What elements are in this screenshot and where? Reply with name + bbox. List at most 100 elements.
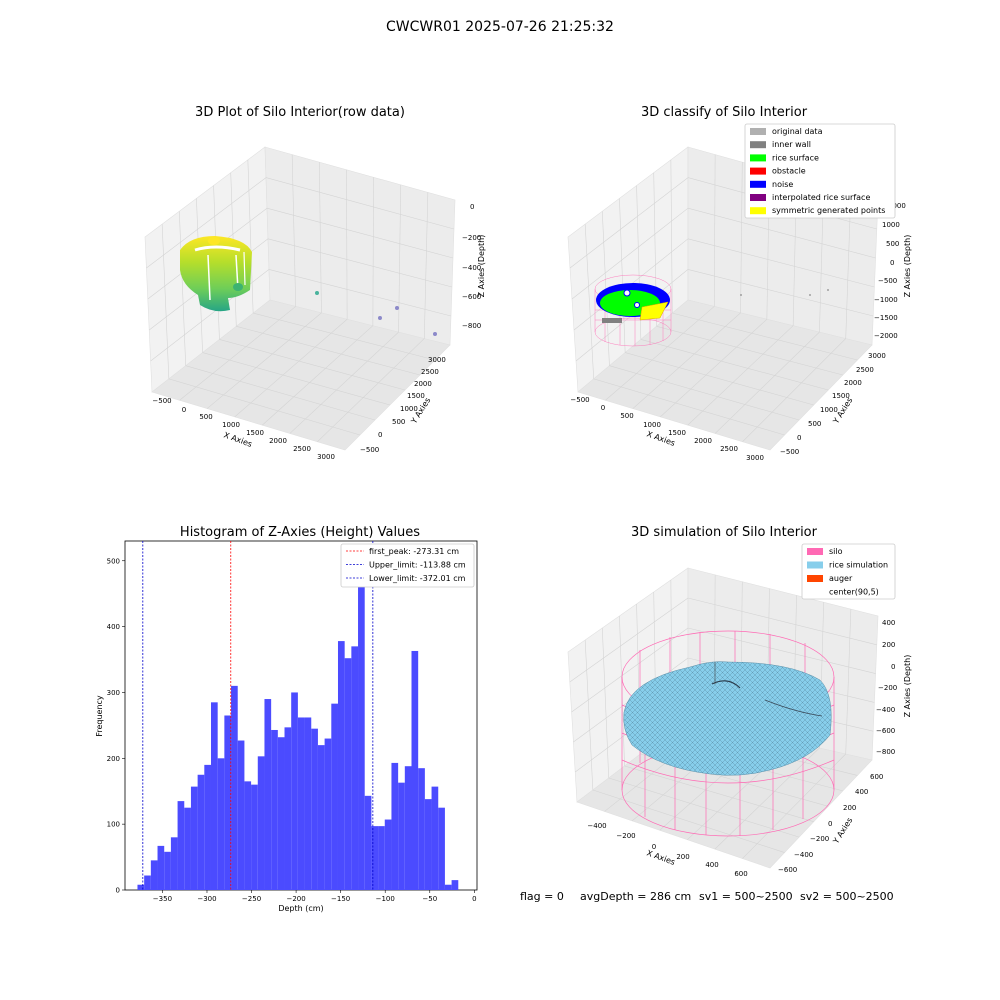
hist-bar xyxy=(317,745,325,890)
hist-bar xyxy=(291,692,298,890)
hist-bar xyxy=(244,781,252,890)
sim-rice-surface xyxy=(623,661,832,776)
legend-label: silo xyxy=(829,547,843,556)
hist-bar xyxy=(277,737,285,890)
hist-bar xyxy=(204,764,211,890)
raw-x-tick: 500 xyxy=(199,413,212,421)
classify-y-tick: 2500 xyxy=(856,366,874,374)
raw-x-tick: 1500 xyxy=(246,429,264,437)
raw-y-tick: 1500 xyxy=(407,392,425,400)
classify-y-tick: 1000 xyxy=(820,406,838,414)
legend-swatch xyxy=(807,548,823,555)
hist-legend-label: first_peak: -273.31 cm xyxy=(369,547,459,556)
raw-y-tick: 2500 xyxy=(421,368,439,376)
classify-x-ticks: −500 0 500 1000 1500 2000 2500 3000 xyxy=(570,396,764,462)
raw-y-ticks: −500 0 500 1000 1500 2000 2500 3000 xyxy=(360,356,446,454)
sim-x-tick: −200 xyxy=(616,832,635,840)
flag-text: flag = 0 xyxy=(520,890,564,903)
raw-y-tick: 0 xyxy=(378,431,382,439)
hist-bar xyxy=(157,845,165,890)
sim-x-axis-label: X Axies xyxy=(645,848,676,867)
hist-bar xyxy=(404,766,412,890)
hist-x-tick-label: −100 xyxy=(376,895,395,903)
classify-z-tick: 500 xyxy=(886,240,899,248)
hist-bar xyxy=(378,826,385,890)
hist-bar xyxy=(438,807,445,890)
hist-y-tick-label: 400 xyxy=(107,623,120,631)
legend-label: rice simulation xyxy=(829,561,888,570)
classify-z-tick: −1500 xyxy=(874,314,898,322)
hist-bar xyxy=(311,728,318,890)
classify-x-tick: 1000 xyxy=(643,421,661,429)
sim-legend: silo rice simulation auger center(90,5) xyxy=(801,543,896,600)
classify-y-tick: 2000 xyxy=(844,379,862,387)
sim-x-tick: 600 xyxy=(734,870,747,878)
sim-y-tick: −400 xyxy=(794,851,813,859)
hist-bar xyxy=(364,795,372,890)
classify-plot-title: 3D classify of Silo Interior xyxy=(641,105,808,120)
raw-z-tick: −600 xyxy=(462,293,481,301)
legend-label: obstacle xyxy=(772,167,806,176)
classify-x-tick: 1500 xyxy=(668,429,686,437)
raw-y-tick: 1000 xyxy=(400,405,418,413)
raw-y-tick: 2000 xyxy=(414,380,432,388)
hist-x-ticks: −350 −300 −250 −200 −150 −100 −50 0 xyxy=(153,890,477,903)
hist-x-tick-label: −300 xyxy=(197,895,216,903)
sim-z-ticks: 400 200 0 −200 −400 −600 −800 xyxy=(876,619,897,756)
sim-y-tick: −600 xyxy=(778,866,797,874)
legend-swatch xyxy=(807,561,823,569)
hist-bar xyxy=(324,738,332,890)
sim-x-tick: −400 xyxy=(587,822,606,830)
classify-z-tick: −1000 xyxy=(874,296,898,304)
classify-y-tick: −500 xyxy=(780,448,799,456)
hist-legend-label: Upper_limit: -113.88 cm xyxy=(369,561,466,570)
legend-swatch xyxy=(807,575,823,582)
legend-swatch xyxy=(750,207,766,215)
hist-y-ticks: 0 100 200 300 400 500 xyxy=(107,557,125,895)
raw-z-axis-label: Z Axies (Depth) xyxy=(477,235,486,298)
hist-bar xyxy=(217,758,225,890)
sv1-text: sv1 = 500~2500 xyxy=(699,890,793,903)
legend-label: auger xyxy=(829,574,853,583)
sim-z-tick: 200 xyxy=(882,641,895,649)
sim-y-tick: 400 xyxy=(855,788,868,796)
sim-y-tick: 0 xyxy=(828,820,832,828)
hist-bar xyxy=(271,729,278,890)
sim-y-ticks: −600 −400 −200 0 200 400 600 xyxy=(778,773,883,874)
sim-z-tick: −800 xyxy=(876,748,895,756)
raw-x-tick: −500 xyxy=(152,397,171,405)
legend-swatch xyxy=(750,128,766,135)
hist-bar xyxy=(391,762,399,890)
hist-bar xyxy=(344,658,352,890)
classify-symmetric-points xyxy=(639,301,669,321)
hist-y-tick-label: 0 xyxy=(116,887,120,895)
legend-swatch xyxy=(750,194,766,201)
raw-x-tick: 1000 xyxy=(222,421,240,429)
hist-bar xyxy=(164,851,171,890)
classify-z-axis-label: Z Axies (Depth) xyxy=(903,235,912,298)
hist-bar xyxy=(184,807,191,890)
hist-bar xyxy=(384,819,392,890)
classify-z-tick: −500 xyxy=(878,277,897,285)
hist-x-tick-label: −250 xyxy=(242,895,261,903)
sv2-text: sv2 = 500~2500 xyxy=(800,890,894,903)
sim-z-tick: 400 xyxy=(882,619,895,627)
hist-bar xyxy=(150,860,158,890)
hist-bar xyxy=(251,784,258,890)
classify-legend: original data inner wall rice surface obsta… xyxy=(744,123,896,219)
hist-bar xyxy=(231,685,238,890)
sim-x-tick: 400 xyxy=(705,861,718,869)
classify-y-tick: 1500 xyxy=(832,392,850,400)
hist-bar xyxy=(337,641,345,890)
legend-swatch xyxy=(750,167,766,175)
hist-bar xyxy=(431,786,439,890)
sim-y-tick: −200 xyxy=(810,835,829,843)
raw-x-tick: 0 xyxy=(182,406,186,414)
sim-z-axis-label: Z Axies (Depth) xyxy=(903,655,912,718)
hist-x-tick-label: −350 xyxy=(153,895,172,903)
raw-outlier-point xyxy=(378,316,382,320)
sim-x-ticks: −400 −200 0 200 400 600 xyxy=(587,822,747,878)
raw-x-tick: 2000 xyxy=(269,437,287,445)
avg-depth-text: avgDepth = 286 cm xyxy=(580,890,691,903)
classify-z-ticks: 1000 1000 500 0 −500 −1000 −1500 −2000 xyxy=(874,202,906,340)
